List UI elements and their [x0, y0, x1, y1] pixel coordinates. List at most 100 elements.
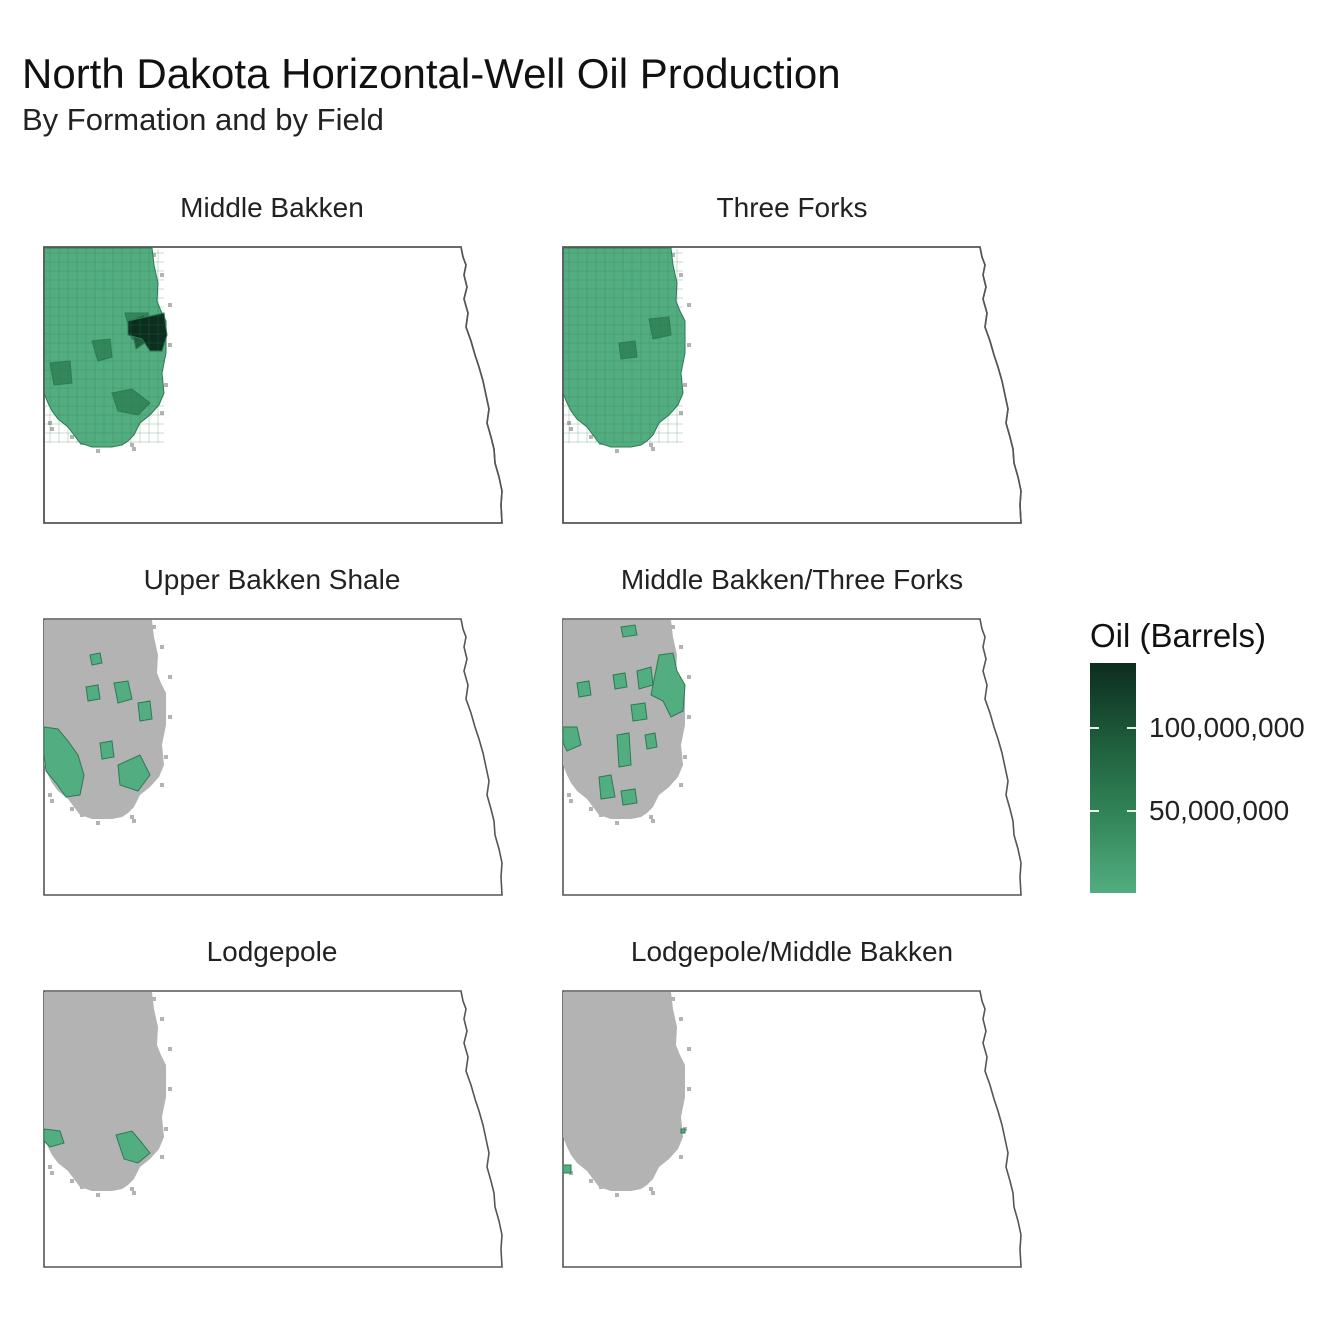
legend-tick-100m-left — [1090, 727, 1099, 729]
map-middle-bakken — [43, 246, 503, 524]
field-polygon — [598, 774, 616, 800]
field-polygon — [85, 684, 101, 702]
no-production-speck — [80, 813, 84, 817]
no-production-speck — [671, 253, 675, 257]
legend-tick-50m-left — [1090, 810, 1099, 812]
no-production-speck — [160, 783, 164, 787]
no-production-speck — [567, 793, 571, 797]
no-production-speck — [168, 1087, 172, 1091]
field-polygon — [43, 1128, 65, 1148]
no-production-speck — [152, 253, 156, 257]
no-production-speck — [569, 799, 573, 803]
no-production-speck — [168, 303, 172, 307]
chart-title: North Dakota Horizontal-Well Oil Product… — [22, 50, 841, 97]
no-production-speck — [687, 715, 691, 719]
field-polygon — [644, 732, 658, 750]
no-production-speck — [589, 807, 593, 811]
no-production-speck — [649, 1187, 653, 1191]
no-production-speck — [160, 411, 164, 415]
no-production-speck — [160, 273, 164, 277]
no-production-speck — [96, 821, 100, 825]
no-production-speck — [683, 383, 687, 387]
field-polygon — [113, 680, 133, 704]
no-production-speck — [132, 1191, 136, 1195]
field-polygon — [680, 1128, 686, 1134]
map-three-forks — [562, 246, 1022, 524]
no-production-speck — [70, 1179, 74, 1183]
no-production-speck — [168, 1047, 172, 1051]
no-production-speck — [152, 625, 156, 629]
no-production-speck — [164, 383, 168, 387]
field-polygon — [562, 1164, 572, 1174]
panel-title-upper-bakken-shale: Upper Bakken Shale — [143, 564, 401, 595]
no-production-speck — [130, 1187, 134, 1191]
no-production-speck — [168, 715, 172, 719]
no-production-speck — [687, 303, 691, 307]
field-polygon — [43, 726, 85, 798]
field-polygon — [576, 680, 592, 698]
no-production-area — [563, 620, 685, 819]
panel-title-middle-bakken-three-forks: Middle Bakken/Three Forks — [620, 564, 964, 595]
no-production-speck — [599, 1185, 603, 1189]
no-production-speck — [48, 793, 52, 797]
field-polygon — [115, 1130, 151, 1164]
no-production-speck — [683, 755, 687, 759]
no-production-speck — [651, 447, 655, 451]
map-middle-bakken-three-forks — [562, 618, 1022, 896]
field-polygon — [127, 312, 168, 352]
legend-tick-50m-right — [1127, 810, 1136, 812]
no-production-speck — [651, 1191, 655, 1195]
no-production-speck — [164, 1127, 168, 1131]
no-production-speck — [687, 1087, 691, 1091]
no-production-speck — [50, 799, 54, 803]
field-polygon — [137, 700, 153, 722]
no-production-speck — [679, 273, 683, 277]
field-polygon — [89, 652, 103, 666]
no-production-speck — [160, 1017, 164, 1021]
no-production-speck — [671, 997, 675, 1001]
field-polygon — [562, 726, 582, 752]
no-production-speck — [48, 1165, 52, 1169]
no-production-speck — [679, 1017, 683, 1021]
no-production-speck — [152, 997, 156, 1001]
map-lodgepole-middle-bakken — [562, 990, 1022, 1268]
no-production-speck — [615, 821, 619, 825]
no-production-speck — [130, 815, 134, 819]
no-production-speck — [649, 815, 653, 819]
no-production-speck — [96, 449, 100, 453]
no-production-speck — [679, 411, 683, 415]
no-production-speck — [160, 1155, 164, 1159]
legend-colorbar — [1090, 663, 1136, 893]
no-production-speck — [132, 447, 136, 451]
no-production-speck — [679, 645, 683, 649]
state-outline-top — [562, 246, 1022, 524]
field-polygon — [49, 360, 73, 386]
field-polygon — [648, 316, 672, 340]
no-production-speck — [589, 435, 593, 439]
no-production-speck — [687, 675, 691, 679]
no-production-speck — [615, 449, 619, 453]
field-polygon — [650, 652, 686, 718]
panel-title-three-forks: Three Forks — [716, 192, 868, 223]
no-production-speck — [679, 1155, 683, 1159]
legend-tick-100m-right — [1127, 727, 1136, 729]
no-production-speck — [160, 645, 164, 649]
no-production-speck — [168, 675, 172, 679]
no-production-speck — [671, 625, 675, 629]
legend-label-100m: 100,000,000 — [1149, 712, 1305, 743]
legend-title: Oil (Barrels) — [1090, 617, 1267, 654]
legend-label-50m: 50,000,000 — [1149, 795, 1290, 826]
no-production-speck — [599, 813, 603, 817]
no-production-speck — [651, 819, 655, 823]
no-production-speck — [168, 343, 172, 347]
no-production-speck — [50, 1171, 54, 1175]
map-lodgepole — [43, 990, 503, 1268]
chart-subtitle: By Formation and by Field — [22, 102, 384, 137]
no-production-area — [563, 992, 685, 1191]
field-polygon — [99, 740, 115, 760]
no-production-speck — [687, 1047, 691, 1051]
field-polygon — [616, 732, 632, 768]
field-polygon — [620, 788, 638, 806]
field-polygon — [620, 624, 638, 638]
field-polygon — [612, 672, 628, 690]
